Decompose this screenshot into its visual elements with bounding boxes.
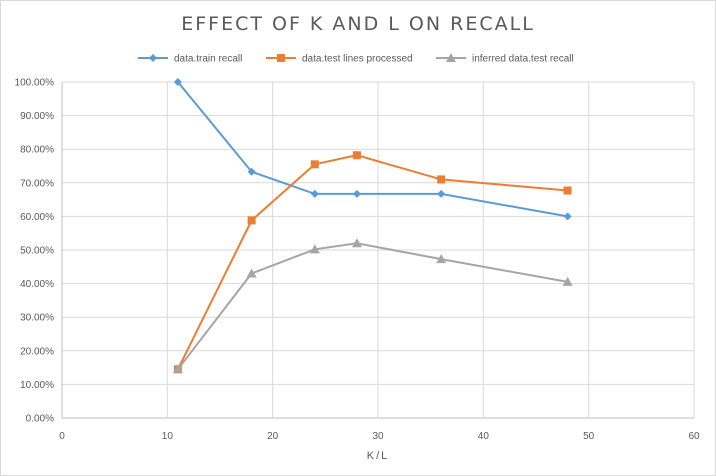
triangle-marker <box>446 53 456 62</box>
y-tick-label: 60.00% <box>20 212 54 223</box>
legend: data.train recall data.test lines process… <box>138 53 574 65</box>
square-marker <box>247 216 256 225</box>
legend-label: data.test lines processed <box>302 54 413 65</box>
x-tick-label: 50 <box>583 431 595 442</box>
x-tick-label: 60 <box>688 431 700 442</box>
y-tick-label: 40.00% <box>20 279 54 290</box>
legend-item: data.test lines processed <box>266 54 413 65</box>
x-tick-label: 10 <box>162 431 174 442</box>
legend-item: inferred data.test recall <box>436 53 574 65</box>
triangle-marker <box>351 238 362 248</box>
diamond-marker <box>247 167 256 176</box>
x-tick-label: 0 <box>59 431 65 442</box>
square-marker <box>310 160 319 169</box>
chart-title: EFFECT OF K AND L ON RECALL <box>181 13 535 35</box>
y-tick-label: 0.00% <box>26 414 54 425</box>
x-axis-label: K/L <box>367 450 390 462</box>
series-inferred-data-test-recall <box>172 238 573 374</box>
y-tick-label: 100.00% <box>15 78 55 89</box>
legend-label: data.train recall <box>174 54 242 65</box>
x-axis: 0 10 20 30 40 50 60 <box>59 431 700 442</box>
y-axis: 0.00% 10.00% 20.00% 30.00% 40.00% 50.00% 60.00… <box>15 78 55 425</box>
triangle-marker <box>436 254 447 264</box>
gridlines <box>61 81 695 419</box>
triangle-marker <box>562 276 573 286</box>
legend-label: inferred data.test recall <box>472 54 574 65</box>
y-tick-label: 30.00% <box>20 313 54 324</box>
y-tick-label: 50.00% <box>20 246 54 257</box>
diamond-marker <box>310 189 319 198</box>
square-marker <box>563 186 572 195</box>
series-data-train-recall <box>173 78 572 221</box>
triangle-marker <box>309 244 320 254</box>
series-line <box>177 242 568 370</box>
square-marker <box>437 175 446 184</box>
x-tick-label: 40 <box>478 431 490 442</box>
legend-item: data.train recall <box>138 54 242 65</box>
y-tick-label: 90.00% <box>20 111 54 122</box>
y-tick-label: 10.00% <box>20 380 54 391</box>
square-marker <box>277 54 285 62</box>
diamond-marker <box>352 189 361 198</box>
y-tick-label: 20.00% <box>20 346 54 357</box>
series-data-test-lines-processed <box>173 151 572 374</box>
square-marker <box>352 151 361 160</box>
triangle-marker <box>172 364 183 374</box>
series-line <box>177 81 568 218</box>
y-tick-label: 70.00% <box>20 178 54 189</box>
diamond-marker <box>149 54 157 62</box>
x-tick-label: 30 <box>372 431 384 442</box>
diamond-marker <box>563 212 572 221</box>
series-line <box>177 154 568 370</box>
diamond-marker <box>437 189 446 198</box>
diamond-marker <box>173 78 182 86</box>
x-tick-label: 20 <box>267 431 279 442</box>
triangle-marker <box>246 268 257 278</box>
y-tick-label: 80.00% <box>20 145 54 156</box>
series-layer <box>172 78 573 374</box>
